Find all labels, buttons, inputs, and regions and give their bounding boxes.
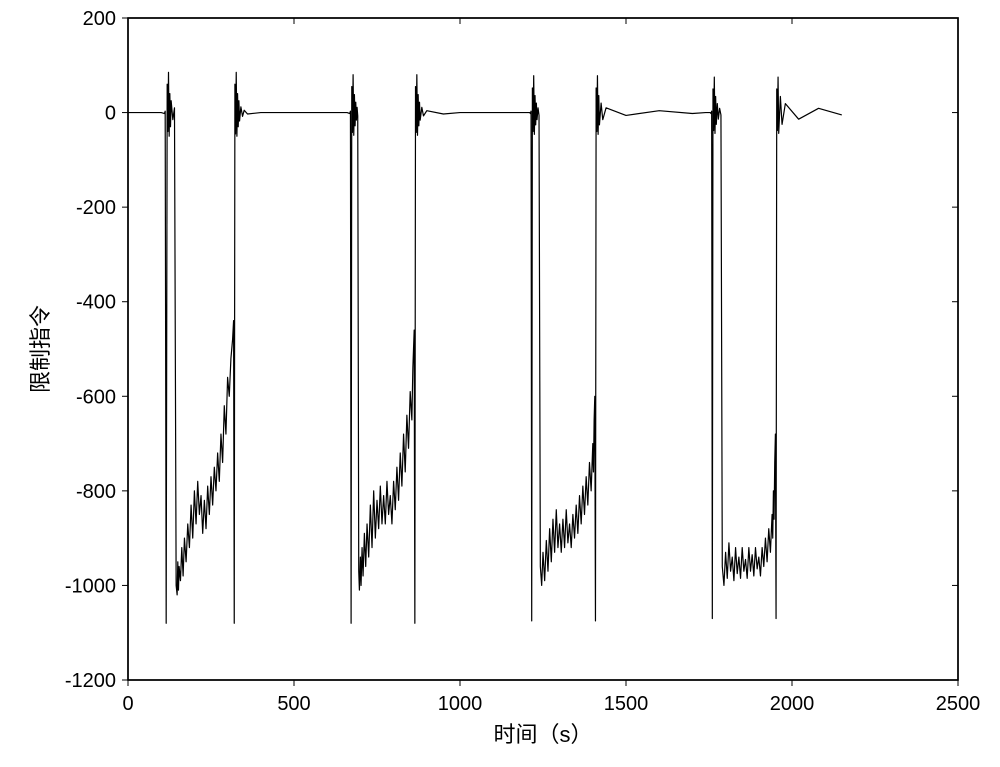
y-tick-label: -800 bbox=[76, 481, 116, 503]
y-tick-label: 0 bbox=[105, 103, 116, 125]
y-tick-label: 200 bbox=[83, 8, 116, 30]
x-tick-label: 0 bbox=[122, 693, 133, 715]
x-tick-label: 2500 bbox=[936, 693, 981, 715]
y-tick-label: -1000 bbox=[65, 575, 116, 597]
x-tick-label: 1500 bbox=[604, 693, 649, 715]
y-tick-label: -1200 bbox=[65, 670, 116, 692]
x-axis-label: 时间（s） bbox=[493, 722, 592, 747]
x-tick-label: 2000 bbox=[770, 693, 815, 715]
x-tick-label: 1000 bbox=[438, 693, 483, 715]
y-tick-label: -600 bbox=[76, 386, 116, 408]
y-tick-label: -200 bbox=[76, 197, 116, 219]
y-tick-label: -400 bbox=[76, 292, 116, 314]
x-tick-label: 500 bbox=[277, 693, 310, 715]
y-axis-label: 限制指令 bbox=[28, 305, 53, 393]
line-chart: 05001000150020002500-1200-1000-800-600-4… bbox=[0, 0, 1000, 767]
